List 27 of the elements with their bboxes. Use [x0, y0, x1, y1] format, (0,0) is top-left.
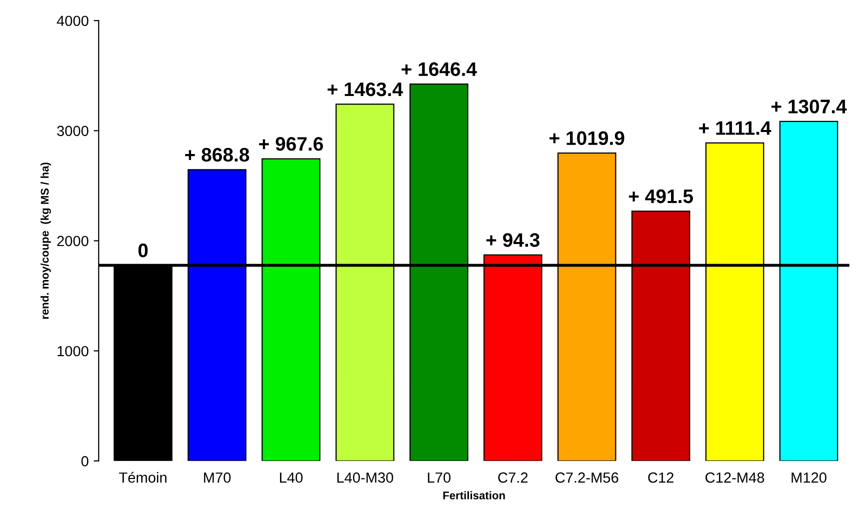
x-tick-label: M70 — [204, 472, 231, 483]
data-label: + 1646.4 — [402, 62, 477, 76]
y-tick-label: 2000 — [57, 236, 88, 246]
data-label: + 94.3 — [486, 233, 540, 247]
data-label: + 868.8 — [185, 148, 250, 162]
x-axis-title: Fertilisation — [443, 491, 505, 500]
x-tick-label: Témoin — [119, 472, 166, 483]
x-tick-label: C7.2 — [498, 472, 528, 483]
x-tick-label: C12 — [648, 472, 674, 483]
x-tick-label: M120 — [792, 472, 826, 483]
data-label: 0 — [138, 244, 148, 258]
x-tick-label: C7.2-M56 — [556, 472, 618, 483]
y-tick-label: 1000 — [58, 346, 88, 356]
x-tick-label: L40 — [280, 472, 303, 483]
y-tick-label: 3000 — [57, 126, 88, 136]
data-label: + 1019.9 — [550, 131, 624, 146]
data-label: + 1111.4 — [699, 121, 772, 135]
data-label: + 491.5 — [628, 189, 693, 204]
x-tick-label: L40-M30 — [337, 472, 394, 483]
y-tick-label: 4000 — [56, 16, 88, 26]
x-tick-label: L70 — [428, 472, 451, 483]
y-tick-label: 0 — [81, 456, 88, 466]
data-label: + 1307.4 — [771, 100, 847, 114]
data-label: + 967.6 — [259, 137, 323, 151]
x-tick-label: C12-M48 — [706, 472, 764, 483]
y-axis-title: rend. moy/coupe (kg MS / ha) — [40, 162, 51, 319]
data-label: + 1463.4 — [328, 82, 403, 96]
